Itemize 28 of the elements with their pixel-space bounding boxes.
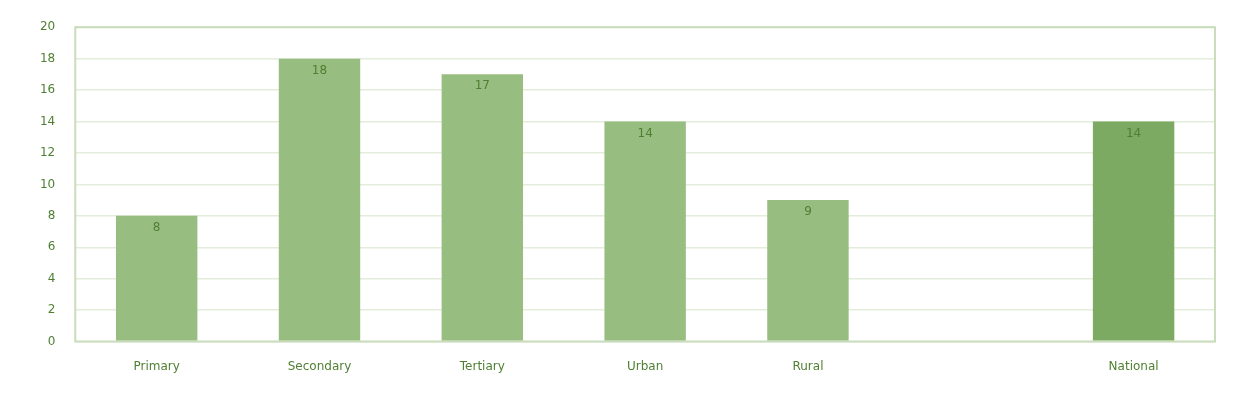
y-tick-label: 20 <box>39 19 56 34</box>
y-tick-label: 4 <box>47 270 56 285</box>
data-label: 18 <box>311 62 328 77</box>
y-tick-label: 8 <box>47 207 56 222</box>
bar <box>115 215 198 341</box>
y-tick-label: 2 <box>47 302 56 317</box>
y-tick-label: 12 <box>39 145 56 160</box>
y-tick-label: 18 <box>39 50 56 65</box>
y-tick-label: 6 <box>47 239 56 254</box>
bar <box>604 121 686 341</box>
y-tick-label: 10 <box>39 176 56 191</box>
bar <box>278 58 361 341</box>
x-tick-label: Tertiary <box>458 358 505 373</box>
data-label: 17 <box>474 78 490 93</box>
y-tick-label: 0 <box>47 333 56 348</box>
bar <box>1092 121 1175 341</box>
x-tick-label: Urban <box>626 358 664 373</box>
y-tick-label: 16 <box>39 82 56 97</box>
x-tick-label: Secondary <box>287 358 352 373</box>
data-label: 14 <box>637 125 653 140</box>
data-label: 9 <box>804 204 812 219</box>
data-label: 8 <box>152 219 161 234</box>
x-tick-label: Primary <box>133 358 180 373</box>
x-tick-label: National <box>1108 358 1159 373</box>
bar <box>441 74 524 341</box>
x-tick-label: Rural <box>792 358 824 373</box>
y-tick-label: 14 <box>39 113 56 128</box>
bar <box>767 200 849 341</box>
